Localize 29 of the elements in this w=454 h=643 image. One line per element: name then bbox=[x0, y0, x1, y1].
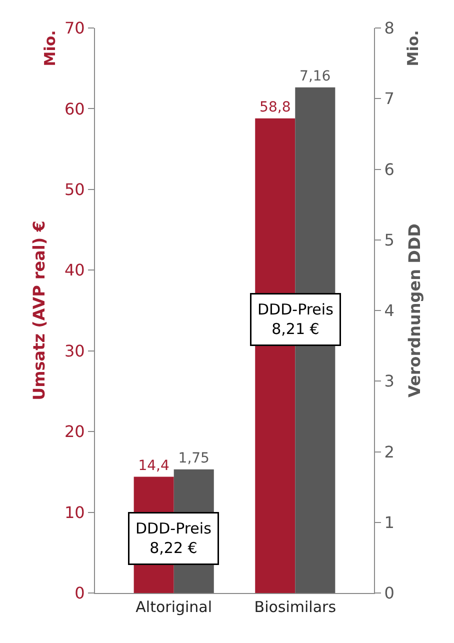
y-tick-label: 70 bbox=[64, 18, 85, 38]
y2-tick-label: 2 bbox=[384, 442, 394, 462]
y-tick-label: 40 bbox=[64, 260, 85, 280]
text: Mio. bbox=[41, 30, 60, 66]
y2-tick-label: 5 bbox=[384, 230, 394, 250]
annotation: DDD-Preis 8,21 € bbox=[258, 300, 334, 338]
y-tick-label: 20 bbox=[64, 422, 85, 442]
y-tick-label: 10 bbox=[64, 502, 85, 522]
data-label: 58,8 bbox=[260, 99, 291, 116]
data-label: 7,16 bbox=[300, 68, 331, 84]
y2-tick-label: 4 bbox=[384, 301, 394, 320]
text: Mio. bbox=[404, 30, 422, 66]
data-label: 14,4 bbox=[138, 458, 170, 474]
x-tick-label: Altoriginal bbox=[136, 598, 212, 616]
y-tick-label: 50 bbox=[64, 180, 85, 200]
data-label: 1,75 bbox=[178, 450, 210, 466]
y2-axis-title: Verordnungen DDD bbox=[405, 224, 424, 398]
y-tick-label: 60 bbox=[64, 99, 85, 118]
y2-tick-label: 7 bbox=[384, 89, 394, 108]
y2-tick-label: 1 bbox=[384, 512, 394, 532]
y-tick-label: 0 bbox=[74, 584, 85, 603]
annotation: DDD-Preis 8,22 € bbox=[136, 520, 212, 557]
y2-tick-label: 3 bbox=[384, 372, 394, 391]
y-tick-label: 30 bbox=[64, 341, 85, 360]
y-axis-title: Umsatz (AVP real) € bbox=[29, 220, 48, 400]
x-tick-label: Biosimilars bbox=[254, 598, 336, 616]
y2-tick-label: 0 bbox=[384, 584, 394, 603]
y2-tick-label: 6 bbox=[384, 160, 394, 179]
y2-tick-label: 8 bbox=[384, 18, 394, 38]
